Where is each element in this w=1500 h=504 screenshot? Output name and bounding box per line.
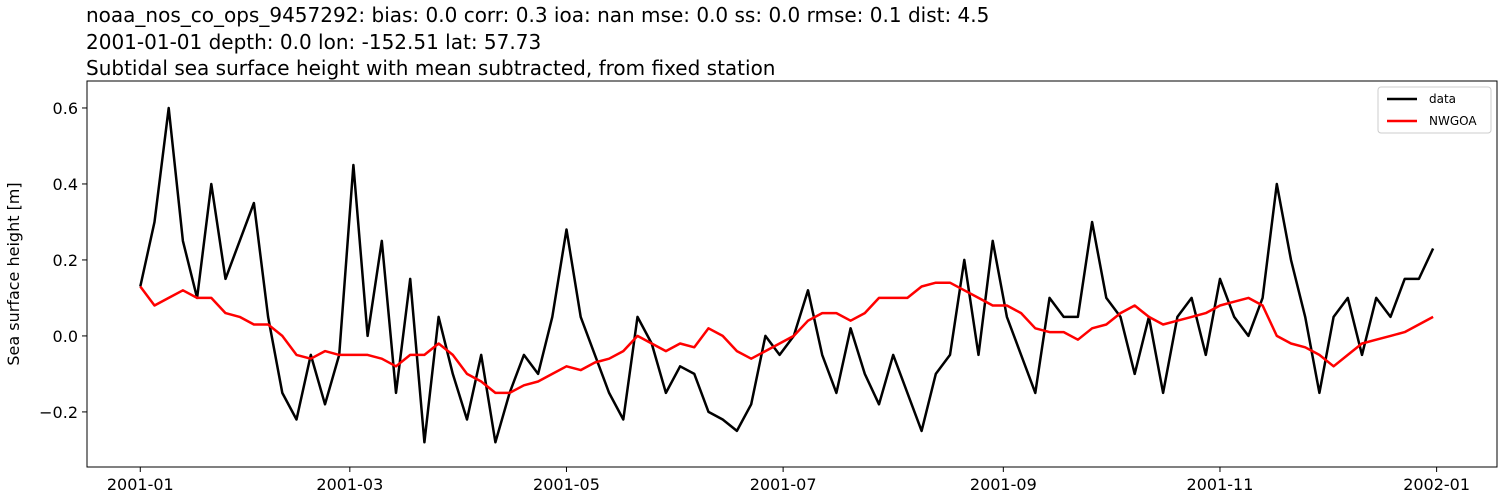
title-line-1: noaa_nos_co_ops_9457292: bias: 0.0 corr:…: [86, 3, 989, 27]
x-tick-label: 2001-05: [533, 475, 600, 494]
y-tick-label: 0.4: [53, 175, 78, 194]
plot-frame: [86, 80, 1498, 468]
series-line-nwgoa: [139, 281, 1434, 395]
y-tick-label: 0.6: [53, 99, 78, 118]
axis-ticks: 2001-01 2001-03 2001-05 2001-07 2001-09 2001-…: [39, 99, 1470, 494]
series-line-data: [139, 106, 1435, 444]
y-tick-label: 0.2: [53, 251, 78, 270]
legend-label-nwgoa: NWGOA: [1429, 114, 1477, 128]
y-axis-label: Sea surface height [m]: [4, 182, 23, 365]
legend-label-data: data: [1429, 92, 1456, 106]
y-tick-label: −0.2: [39, 403, 78, 422]
x-tick-label: 2001-01: [107, 475, 174, 494]
x-tick-label: 2002-01: [1403, 475, 1470, 494]
legend: data NWGOA: [1377, 86, 1492, 134]
title-line-2: 2001-01-01 depth: 0.0 lon: -152.51 lat: …: [86, 30, 541, 54]
y-tick-label: 0.0: [53, 327, 78, 346]
x-tick-label: 2001-07: [750, 475, 817, 494]
x-tick-label: 2001-09: [970, 475, 1037, 494]
x-tick-label: 2001-03: [316, 475, 383, 494]
x-tick-label: 2001-11: [1187, 475, 1254, 494]
series-layer: [139, 106, 1435, 444]
title-line-3: Subtidal sea surface height with mean su…: [86, 56, 775, 80]
